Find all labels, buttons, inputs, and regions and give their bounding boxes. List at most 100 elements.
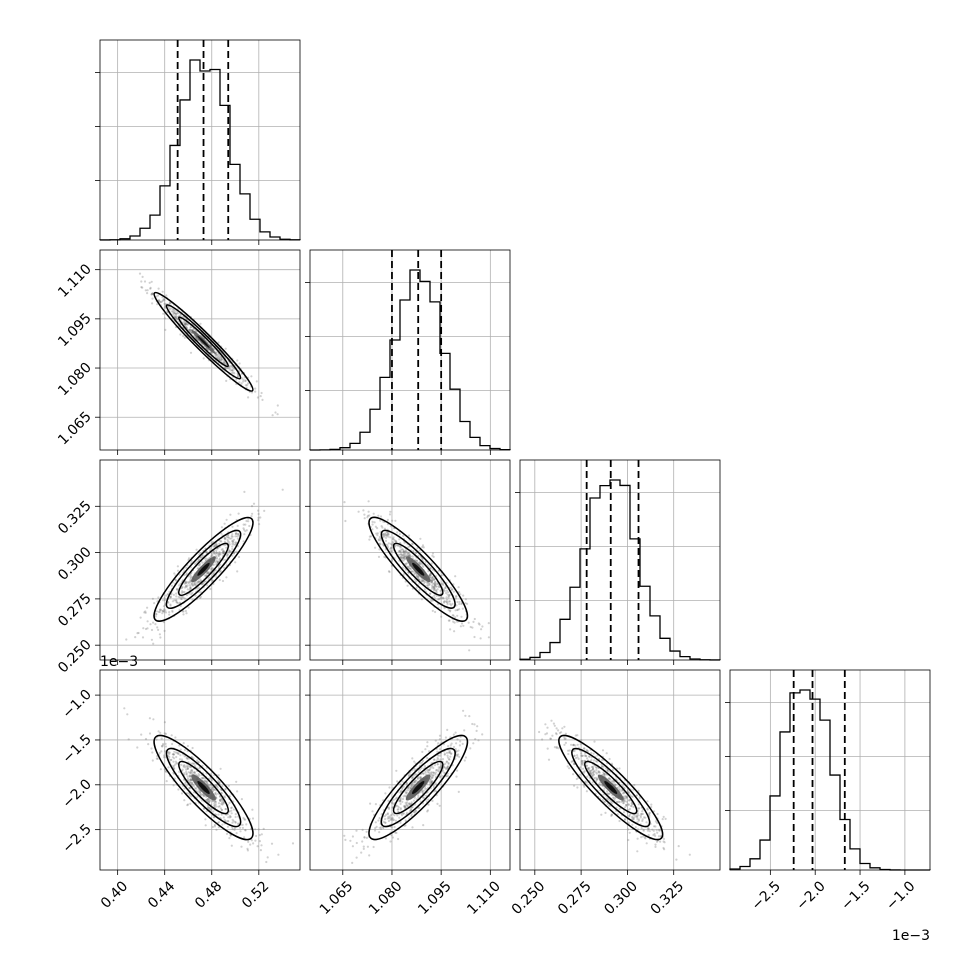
- sample-point: [411, 757, 413, 759]
- sample-point: [159, 636, 161, 638]
- sample-point: [557, 747, 559, 749]
- sample-point: [156, 610, 158, 612]
- sample-point: [215, 549, 217, 551]
- sample-point: [181, 586, 183, 588]
- sample-point: [576, 778, 578, 780]
- sample-point: [211, 567, 213, 569]
- sample-point: [431, 780, 433, 782]
- sample-point: [244, 829, 246, 831]
- sample-point: [439, 805, 441, 807]
- sample-point: [366, 837, 368, 839]
- sample-point: [618, 820, 620, 822]
- sample-point: [231, 845, 233, 847]
- sample-point: [544, 723, 546, 725]
- sample-point: [449, 594, 451, 596]
- y-tick-label: 0.325: [55, 498, 95, 538]
- sample-point: [557, 729, 559, 731]
- sample-point: [616, 801, 618, 803]
- sample-point: [458, 791, 460, 793]
- sample-point: [183, 799, 185, 801]
- sample-point: [415, 580, 417, 582]
- sample-point: [210, 555, 212, 557]
- sample-point: [583, 748, 585, 750]
- sample-point: [277, 404, 279, 406]
- sample-point: [191, 762, 193, 764]
- sample-point: [249, 844, 251, 846]
- sample-point: [462, 625, 464, 627]
- sample-point: [398, 538, 400, 540]
- sample-point: [247, 396, 249, 398]
- sample-point: [430, 778, 432, 780]
- sample-point: [184, 337, 186, 339]
- sample-point: [431, 800, 433, 802]
- sample-point: [638, 807, 640, 809]
- sample-point: [413, 761, 415, 763]
- sample-point: [224, 788, 226, 790]
- sample-point: [352, 845, 354, 847]
- sample-point: [430, 574, 432, 576]
- sample-point: [459, 744, 461, 746]
- sample-point: [128, 738, 130, 740]
- sample-point: [228, 785, 230, 787]
- sample-point: [172, 761, 174, 763]
- sample-point: [146, 607, 148, 609]
- sample-point: [182, 610, 184, 612]
- sample-point: [373, 846, 375, 848]
- sample-point: [380, 515, 382, 517]
- sample-point: [237, 525, 239, 527]
- sample-point: [184, 766, 186, 768]
- sample-point: [152, 643, 154, 645]
- sample-point: [462, 710, 464, 712]
- sample-point: [372, 523, 374, 525]
- histogram-param-1: [305, 250, 510, 455]
- sample-point: [516, 719, 518, 721]
- sample-point: [231, 543, 233, 545]
- histogram-step-line: [100, 60, 300, 240]
- sample-point: [157, 596, 159, 598]
- sample-points: [516, 719, 691, 874]
- sample-point: [432, 771, 434, 773]
- sample-point: [476, 730, 478, 732]
- sample-point: [391, 551, 393, 553]
- sample-point: [224, 541, 226, 543]
- sample-point: [631, 824, 633, 826]
- sample-point: [244, 380, 246, 382]
- sample-point: [371, 528, 373, 530]
- sample-point: [424, 748, 426, 750]
- sample-point: [594, 777, 596, 779]
- y-tick-label: 0.250: [55, 637, 95, 677]
- sample-point: [223, 816, 225, 818]
- sample-point: [636, 850, 638, 852]
- sample-point: [454, 616, 456, 618]
- sample-point: [419, 777, 421, 779]
- sample-point: [459, 601, 461, 603]
- sample-point: [384, 815, 386, 817]
- sample-point: [417, 778, 419, 780]
- sample-point: [399, 822, 401, 824]
- sample-point: [370, 535, 372, 537]
- sample-point: [218, 821, 220, 823]
- sample-point: [140, 617, 142, 619]
- x-tick-label: −1.0: [883, 878, 918, 913]
- sample-point: [445, 736, 447, 738]
- sample-point: [595, 766, 597, 768]
- sample-point: [243, 491, 245, 493]
- sample-point: [550, 720, 552, 722]
- sample-point: [190, 795, 192, 797]
- sample-point: [362, 509, 364, 511]
- sample-point: [392, 819, 394, 821]
- sample-point: [628, 822, 630, 824]
- scatter-panel-3-0: [95, 670, 300, 875]
- sample-point: [400, 807, 402, 809]
- sample-point: [665, 818, 667, 820]
- sample-point: [640, 813, 642, 815]
- sample-point: [580, 743, 582, 745]
- sample-point: [400, 551, 402, 553]
- sample-point: [175, 599, 177, 601]
- sample-point: [628, 814, 630, 816]
- sample-point: [436, 585, 438, 587]
- scatter-panel-3-2: [515, 670, 720, 875]
- sample-point: [188, 771, 190, 773]
- sample-point: [164, 329, 166, 331]
- sample-point: [344, 520, 346, 522]
